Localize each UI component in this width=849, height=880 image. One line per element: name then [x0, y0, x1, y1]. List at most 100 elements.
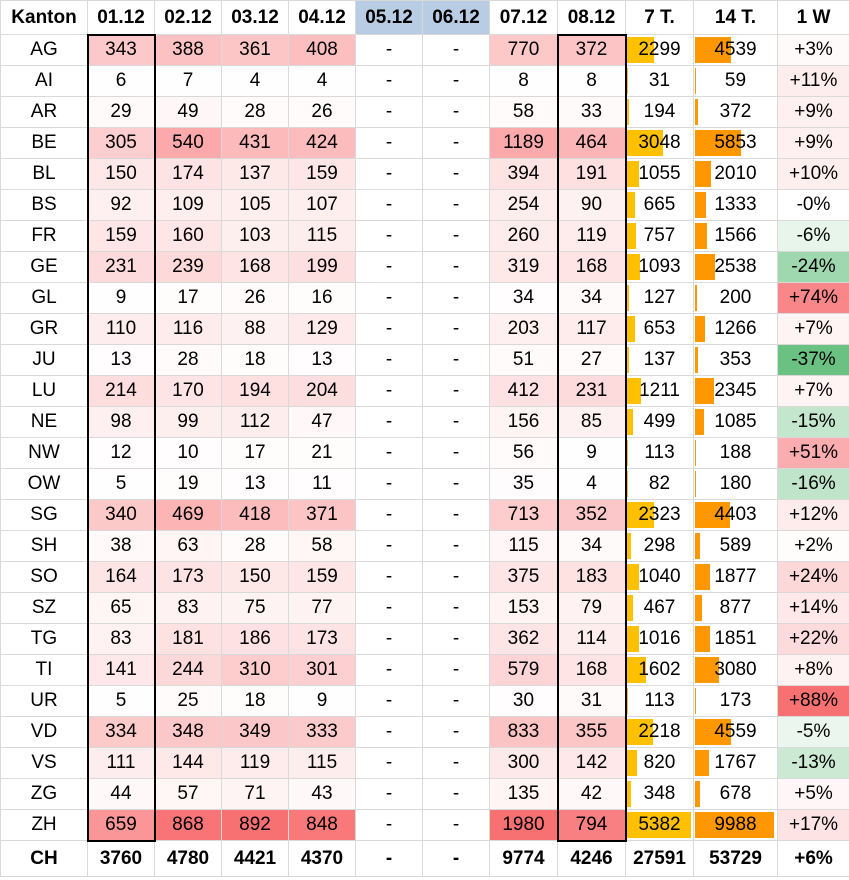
- table-body: AG 343 388 361 408- -770 372 2299 4539 +3% AI 6 7 4 4-…: [0, 34, 849, 877]
- weekly-change-cell: -37%: [777, 344, 849, 376]
- data-bar: [695, 533, 700, 559]
- seven-day-sum-cell: 499: [625, 406, 694, 438]
- sum-value: 1566: [714, 225, 757, 246]
- day-value-cell: 5: [87, 468, 155, 500]
- day-value-cell: 770: [489, 34, 558, 66]
- day-value-cell: 30: [489, 685, 558, 717]
- weekly-change-cell: +22%: [777, 623, 849, 655]
- day-value-cell: 109: [154, 189, 222, 221]
- sum-value: 499: [643, 411, 676, 432]
- day-value-cell: -: [422, 747, 490, 779]
- day-value-cell: 92: [87, 189, 155, 221]
- day-value-cell: 105: [221, 189, 289, 221]
- seven-day-sum-cell: 194: [625, 96, 694, 128]
- fourteen-day-sum-cell: 4559: [693, 716, 778, 748]
- day-value-cell: 13: [87, 344, 155, 376]
- kanton-cell: NW: [0, 437, 88, 469]
- column-header-6: 06.12: [422, 0, 490, 35]
- column-header-11: 1 W: [777, 0, 849, 35]
- day-value-cell: 135: [489, 778, 558, 810]
- kanton-cell: SZ: [0, 592, 88, 624]
- data-bar: [627, 626, 640, 652]
- sum-value: 2010: [714, 163, 757, 184]
- weekly-change-cell: +7%: [777, 375, 849, 407]
- day-value-cell: 848: [288, 809, 356, 841]
- table-row: VS 111 144 119 115- -300 142 820 1767 -13%: [0, 747, 849, 779]
- column-header-7: 07.12: [489, 0, 558, 35]
- fourteen-day-sum-cell: 372: [693, 96, 778, 128]
- data-bar: [695, 781, 701, 807]
- day-value-cell: 83: [154, 592, 222, 624]
- day-value-cell: 10: [154, 437, 222, 469]
- day-value-cell: -: [355, 654, 423, 686]
- day-value-cell: 112: [221, 406, 289, 438]
- day-value-cell: 833: [489, 716, 558, 748]
- day-value-cell: 49: [154, 96, 222, 128]
- day-value-cell: 42: [557, 778, 626, 810]
- sum-value: 653: [643, 318, 676, 339]
- seven-day-sum-cell: 3048: [625, 127, 694, 159]
- data-bar: [695, 254, 716, 280]
- day-value-cell: 173: [288, 623, 356, 655]
- day-value-cell: 305: [87, 127, 155, 159]
- day-value-cell: -: [422, 468, 490, 500]
- fourteen-day-sum-cell: 4403: [693, 499, 778, 531]
- fourteen-day-sum-cell: 2345: [693, 375, 778, 407]
- seven-day-sum-cell: 5382: [625, 809, 694, 841]
- sum-value: 113: [644, 442, 675, 463]
- data-bar: [627, 502, 655, 528]
- weekly-change-cell: +17%: [777, 809, 849, 841]
- day-value-cell: 214: [87, 375, 155, 407]
- data-bar: [627, 812, 691, 838]
- weekly-change-cell: -16%: [777, 468, 849, 500]
- day-value-cell: 310: [221, 654, 289, 686]
- data-bar: [627, 719, 654, 745]
- weekly-change-cell: +6%: [777, 840, 849, 877]
- weekly-change-cell: +9%: [777, 127, 849, 159]
- seven-day-sum-cell: 757: [625, 220, 694, 252]
- column-header-2: 02.12: [154, 0, 222, 35]
- sum-value: 9988: [714, 814, 757, 835]
- sum-value: 820: [643, 752, 676, 773]
- day-value-cell: 372: [557, 34, 626, 66]
- day-value-cell: 173: [154, 561, 222, 593]
- day-value-cell: 58: [288, 530, 356, 562]
- kanton-cell: TI: [0, 654, 88, 686]
- day-value-cell: 18: [221, 344, 289, 376]
- day-value-cell: 156: [489, 406, 558, 438]
- day-value-cell: 17: [221, 437, 289, 469]
- seven-day-sum-cell: 348: [625, 778, 694, 810]
- seven-day-sum-cell: 467: [625, 592, 694, 624]
- day-value-cell: 412: [489, 375, 558, 407]
- weekly-change-cell: +3%: [777, 34, 849, 66]
- weekly-change-cell: -15%: [777, 406, 849, 438]
- sum-value: 877: [719, 597, 752, 618]
- day-value-cell: -: [422, 158, 490, 190]
- day-value-cell: 44: [87, 778, 155, 810]
- day-value-cell: 244: [154, 654, 222, 686]
- day-value-cell: -: [355, 251, 423, 283]
- day-value-cell: 181: [154, 623, 222, 655]
- sum-value: 1266: [714, 318, 757, 339]
- data-bar: [627, 161, 640, 187]
- data-bar: [627, 192, 635, 218]
- day-value-cell: 150: [221, 561, 289, 593]
- day-value-cell: 388: [154, 34, 222, 66]
- day-value-cell: 352: [557, 499, 626, 531]
- day-value-cell: -: [355, 282, 423, 314]
- column-header-1: 01.12: [87, 0, 155, 35]
- day-value-cell: 4: [557, 468, 626, 500]
- day-value-cell: 11: [288, 468, 356, 500]
- data-bar: [627, 533, 631, 559]
- fourteen-day-sum-cell: 1851: [693, 623, 778, 655]
- day-value-cell: -: [355, 499, 423, 531]
- sum-value: 678: [719, 783, 752, 804]
- data-bar: [627, 99, 630, 125]
- day-value-cell: 231: [87, 251, 155, 283]
- data-bar: [627, 657, 646, 683]
- sum-value: 127: [643, 287, 676, 308]
- fourteen-day-sum-cell: 678: [693, 778, 778, 810]
- day-value-cell: -: [422, 282, 490, 314]
- sum-value: 2538: [714, 256, 757, 277]
- day-value-cell: 168: [557, 654, 626, 686]
